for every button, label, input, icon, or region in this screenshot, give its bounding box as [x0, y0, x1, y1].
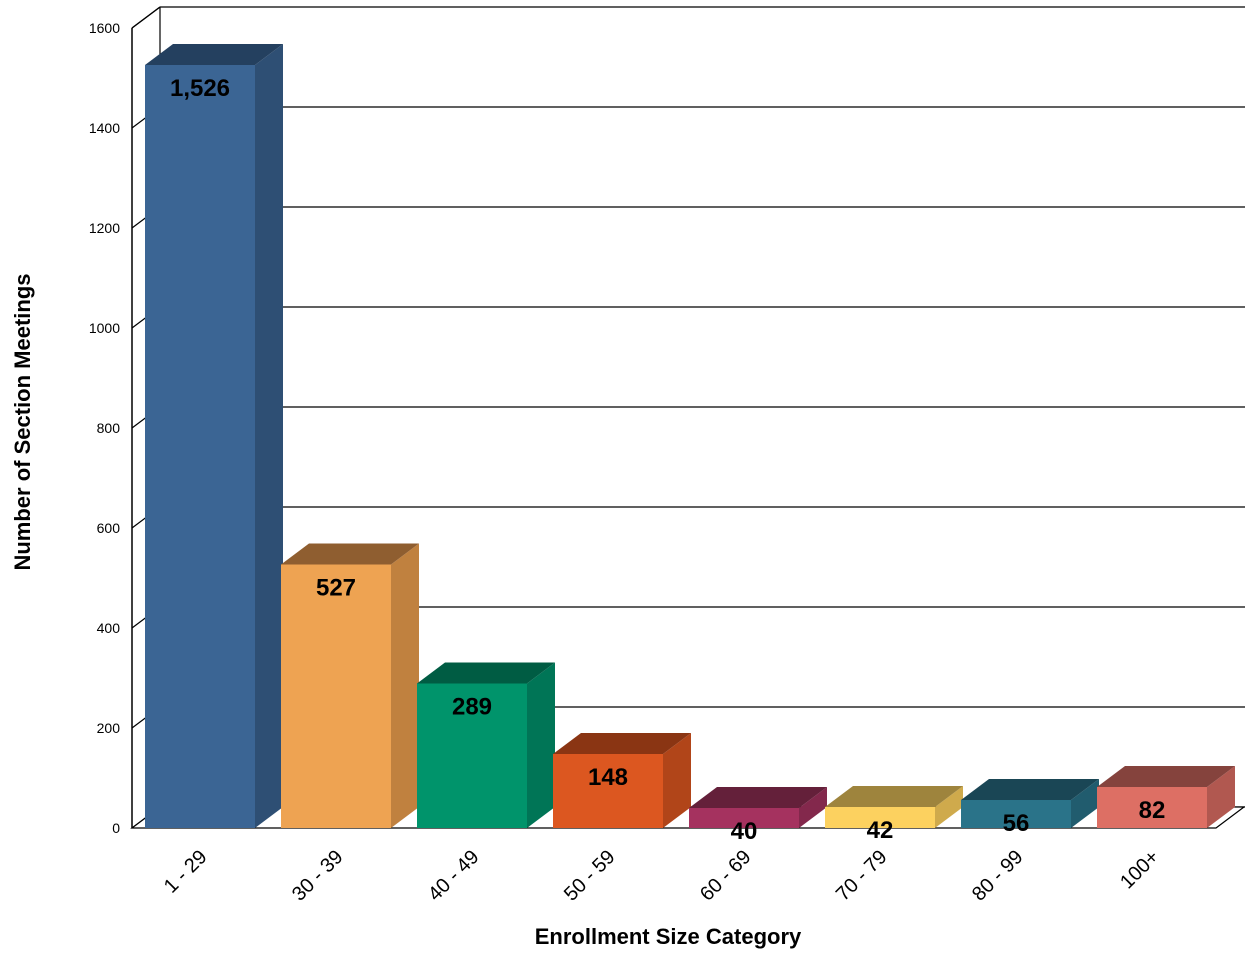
bar-50-59: 148	[553, 733, 691, 828]
y-tick-label: 1600	[89, 20, 120, 36]
bar-side	[663, 733, 691, 828]
value-label: 289	[452, 694, 492, 721]
x-tick-label: 40 - 49	[424, 846, 484, 906]
y-tick-label: 200	[97, 720, 121, 736]
bar-100+: 82	[1097, 766, 1235, 828]
bar-front	[825, 807, 935, 828]
bar-front	[417, 683, 527, 828]
y-tick-labels: 0 200 400 600 800 1000 1200 1400 1600	[89, 20, 120, 836]
y-tick-label: 600	[97, 520, 121, 536]
y-tick-label: 1200	[89, 220, 120, 236]
bar-side	[391, 543, 419, 828]
value-label: 42	[867, 817, 894, 844]
bar-side	[527, 662, 555, 828]
value-label: 40	[731, 818, 758, 845]
x-axis-title: Enrollment Size Category	[535, 924, 802, 949]
x-tick-label: 50 - 59	[560, 846, 620, 906]
bar-side	[935, 786, 963, 828]
bar-front	[1097, 787, 1207, 828]
bar-side	[1207, 766, 1235, 828]
bar-70-79: 42	[825, 786, 963, 844]
bar-front	[961, 800, 1071, 828]
wall-top-edge	[131, 6, 161, 29]
bar-front	[145, 65, 255, 828]
value-label: 82	[1139, 797, 1166, 824]
x-tick-label: 1 - 29	[160, 846, 212, 898]
y-axis-title: Number of Section Meetings	[10, 273, 35, 570]
bar-top	[1097, 766, 1235, 787]
y-tick-label: 400	[97, 620, 121, 636]
bar-top	[553, 733, 691, 754]
bar-top	[145, 44, 283, 65]
bar-front	[689, 808, 799, 828]
bar-60-69: 40	[689, 787, 827, 845]
bar-front	[281, 564, 391, 828]
bars: 1,526 527 289 148 40 42 56 82	[145, 44, 1235, 845]
bar-top	[417, 662, 555, 684]
y-tick-label: 800	[97, 420, 121, 436]
bar-30-39: 527	[281, 543, 419, 828]
x-tick-label: 100+	[1116, 846, 1163, 893]
x-tick-label: 60 - 69	[696, 846, 756, 906]
value-label: 527	[316, 575, 356, 602]
x-tick-label: 80 - 99	[968, 846, 1028, 906]
y-tick-label: 1400	[89, 120, 120, 136]
bar-top	[961, 779, 1099, 800]
x-tick-label: 70 - 79	[832, 846, 892, 906]
bar-80-99: 56	[961, 779, 1099, 837]
value-label: 56	[1003, 810, 1030, 837]
value-label: 1,526	[170, 75, 230, 102]
bar-1-29: 1,526	[145, 44, 283, 828]
x-tick-label: 30 - 39	[288, 846, 348, 906]
bar-top	[825, 786, 963, 807]
y-tick-label: 0	[112, 820, 120, 836]
bar-top	[281, 543, 419, 565]
bar-side	[799, 787, 827, 828]
bar-40-49: 289	[417, 662, 555, 828]
x-category-labels: 1 - 29 30 - 39 40 - 49 50 - 59 60 - 69 70 - 7…	[160, 846, 1164, 906]
bar-top	[689, 787, 827, 808]
value-label: 148	[588, 764, 628, 791]
bar-side	[255, 44, 283, 828]
bar-side	[1071, 779, 1099, 828]
y-tick-label: 1000	[89, 320, 120, 336]
bar-front	[553, 754, 663, 828]
